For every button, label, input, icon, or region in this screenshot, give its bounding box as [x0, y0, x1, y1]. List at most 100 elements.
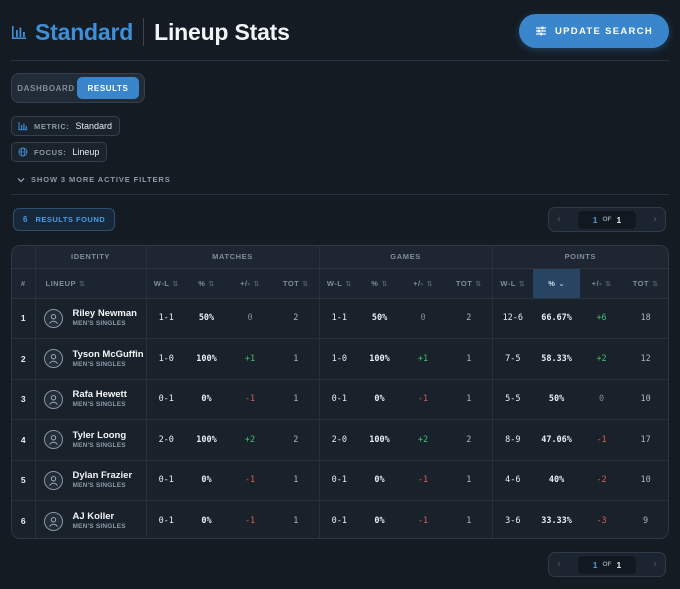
player-category: MEN'S SINGLES	[72, 482, 126, 490]
games-tot: 2	[446, 298, 493, 339]
next-page-icon[interactable]: ›	[653, 214, 657, 225]
filter-label: METRIC:	[34, 121, 70, 131]
player-cell[interactable]: AJ Koller MEN'S SINGLES	[35, 500, 147, 538]
points-pct: 58.33%	[533, 338, 581, 380]
tab-dashboard[interactable]: DASHBOARD	[17, 83, 75, 93]
player-cell[interactable]: Rafa Hewett MEN'S SINGLES	[35, 379, 147, 420]
filter-chip-focus[interactable]: FOCUS: Lineup	[11, 142, 108, 162]
group-header-points: POINTS	[492, 246, 668, 269]
row-index: 5	[12, 460, 36, 501]
points-diff: -1	[580, 419, 624, 461]
player-name: Riley Newman	[72, 308, 137, 320]
avatar	[43, 349, 63, 369]
games-tot: 1	[446, 379, 493, 420]
table-row[interactable]: 1 Riley Newman MEN'S SINGLES 1-1 50% 0 2 1-1 50%…	[12, 298, 668, 339]
show-more-filters-toggle[interactable]: SHOW 3 MORE ACTIVE FILTERS	[17, 175, 171, 184]
player-cell[interactable]: Tyson McGuffin MEN'S SINGLES	[35, 338, 147, 380]
points-tot: 18	[623, 298, 668, 339]
points-diff: -2	[580, 460, 624, 501]
col-games-wl[interactable]: W-L ⇅	[319, 268, 360, 299]
player-category: MEN'S SINGLES	[72, 523, 126, 530]
update-search-button[interactable]: UPDATE SEARCH	[519, 14, 669, 48]
games-diff: -1	[400, 460, 447, 501]
col-matches-diff[interactable]: +/- ⇅	[227, 268, 273, 299]
points-pct: 50%	[533, 379, 581, 420]
tab-results[interactable]: RESULTS	[77, 77, 139, 99]
col-matches-wl[interactable]: W-L ⇅	[146, 268, 186, 299]
title-divider	[143, 18, 145, 46]
games-pct: 50%	[359, 298, 401, 339]
col-lineup[interactable]: LINEUP ⇅	[35, 268, 147, 299]
results-count-badge: 6 RESULTS FOUND	[13, 208, 116, 231]
player-cell[interactable]: Riley Newman MEN'S SINGLES	[35, 298, 147, 339]
page-of-label: OF	[602, 561, 612, 568]
table-row[interactable]: 2 Tyson McGuffin MEN'S SINGLES 1-0 100% +1 1 1-…	[12, 338, 668, 380]
points-wl: 4-6	[492, 460, 534, 501]
col-games-tot[interactable]: TOT ⇅	[446, 268, 493, 299]
table-row[interactable]: 3 Rafa Hewett MEN'S SINGLES 0-1 0% -1 1 0-1 0% -1…	[12, 379, 668, 420]
games-pct: 0%	[359, 379, 401, 420]
col-matches-tot[interactable]: TOT ⇅	[273, 268, 320, 299]
points-pct: 33.33%	[541, 516, 572, 526]
prev-page-icon[interactable]: ‹	[557, 559, 561, 570]
sort-icon: ⇅	[172, 280, 179, 288]
sort-icon: ⇅	[253, 280, 260, 288]
games-diff: +2	[400, 419, 447, 461]
points-wl: 3-6	[505, 516, 521, 526]
sort-icon: ⇅	[345, 280, 352, 288]
points-wl: 8-9	[492, 419, 534, 461]
table-row[interactable]: 6 AJ Koller MEN'S SINGLES 0-1 0% -1 1 0-1 0% -1 1 3…	[12, 500, 668, 538]
col-games-diff[interactable]: +/- ⇅	[400, 268, 447, 299]
player-cell[interactable]: Dylan Frazier MEN'S SINGLES	[35, 460, 147, 501]
chevron-down-icon	[17, 177, 25, 182]
points-wl: 12-6	[492, 298, 534, 339]
sliders-icon	[535, 26, 546, 36]
col-games-pct[interactable]: % ⇅	[359, 268, 401, 299]
update-search-label: UPDATE SEARCH	[554, 25, 653, 37]
games-pct: 100%	[359, 338, 401, 380]
page-title-main: Lineup Stats	[154, 18, 290, 45]
points-diff: +6	[580, 298, 624, 339]
filters-divider	[11, 194, 669, 195]
lineup-stats-table: IDENTITY MATCHES GAMES POINTS # LINEUP ⇅ …	[11, 245, 669, 539]
matches-diff: +2	[227, 419, 273, 461]
games-tot: 2	[446, 419, 493, 461]
matches-pct: 0%	[201, 516, 212, 526]
points-pct: 66.67%	[533, 298, 581, 339]
games-wl: 0-1	[331, 516, 347, 526]
bar-chart-icon	[12, 26, 26, 39]
total-pages: 1	[616, 214, 622, 225]
avatar	[43, 430, 63, 450]
games-diff: 0	[400, 298, 447, 339]
matches-pct: 100%	[186, 338, 227, 380]
player-cell[interactable]: Tyler Loong MEN'S SINGLES	[35, 419, 147, 461]
col-points-pct[interactable]: % ⌄	[533, 268, 581, 299]
bar-chart-icon	[18, 122, 28, 131]
prev-page-icon[interactable]: ‹	[557, 214, 561, 225]
player-category: MEN'S SINGLES	[72, 360, 126, 368]
filter-label: FOCUS:	[34, 147, 67, 157]
col-points-tot[interactable]: TOT ⇅	[623, 268, 668, 299]
filter-chip-metric[interactable]: METRIC: Standard	[11, 116, 120, 136]
table-row[interactable]: 5 Dylan Frazier MEN'S SINGLES 0-1 0% -1 1 0-1 0%…	[12, 460, 668, 501]
next-page-icon[interactable]: ›	[653, 559, 657, 570]
points-tot: 10	[623, 460, 668, 501]
games-pct: 0%	[374, 516, 385, 526]
results-count: 6	[23, 215, 28, 224]
col-points-diff[interactable]: +/- ⇅	[580, 268, 624, 299]
sort-icon: ⇅	[208, 280, 215, 288]
col-matches-pct[interactable]: % ⇅	[186, 268, 227, 299]
player-category: MEN'S SINGLES	[72, 320, 126, 328]
pagination-bottom: ‹ 1 OF 1 ›	[548, 552, 666, 577]
points-wl: 7-5	[492, 338, 534, 380]
group-header-games: GAMES	[319, 246, 493, 269]
matches-diff: -1	[244, 516, 256, 526]
games-tot: 1	[446, 338, 493, 380]
table-row[interactable]: 4 Tyler Loong MEN'S SINGLES 2-0 100% +2 2 2-0 10…	[12, 419, 668, 461]
col-points-wl[interactable]: W-L ⇅	[492, 268, 534, 299]
games-pct: 0%	[359, 460, 401, 501]
player-name: Rafa Hewett	[72, 389, 127, 401]
points-tot: 10	[623, 379, 668, 420]
matches-wl: 2-0	[146, 419, 186, 461]
matches-pct: 100%	[186, 419, 227, 461]
